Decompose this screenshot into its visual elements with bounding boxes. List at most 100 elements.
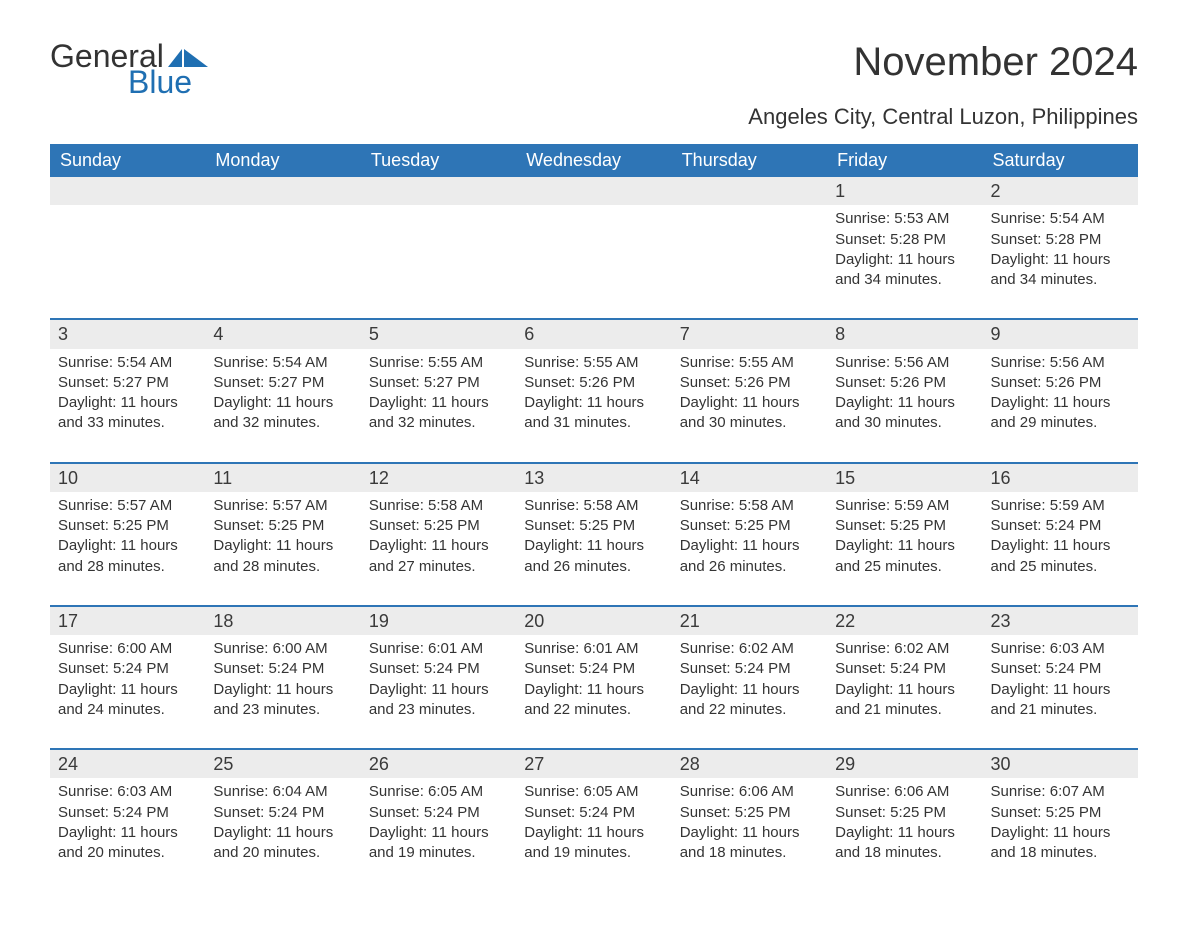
sunrise-text: Sunrise: 5:53 AM xyxy=(835,209,974,229)
calendar-cell: 5Sunrise: 5:55 AMSunset: 5:27 PMDaylight… xyxy=(361,318,516,461)
sunrise-text: Sunrise: 6:00 AM xyxy=(58,639,197,659)
daylight-text: Daylight: 11 hours and 23 minutes. xyxy=(369,680,508,721)
sunrise-text: Sunrise: 6:04 AM xyxy=(213,782,352,802)
day-number: 18 xyxy=(205,607,360,635)
sunrise-text: Sunrise: 6:01 AM xyxy=(524,639,663,659)
sunrise-text: Sunrise: 5:54 AM xyxy=(58,353,197,373)
day-number: 17 xyxy=(50,607,205,635)
day-number: 7 xyxy=(672,320,827,348)
sunset-text: Sunset: 5:24 PM xyxy=(58,659,197,679)
calendar-cell: 13Sunrise: 5:58 AMSunset: 5:25 PMDayligh… xyxy=(516,462,671,605)
daylight-text: Daylight: 11 hours and 19 minutes. xyxy=(369,823,508,864)
day-number: 29 xyxy=(827,750,982,778)
sunrise-text: Sunrise: 6:05 AM xyxy=(369,782,508,802)
daylight-text: Daylight: 11 hours and 26 minutes. xyxy=(680,536,819,577)
empty-day-bar xyxy=(361,177,516,205)
day-header: Monday xyxy=(205,144,360,177)
calendar-table: SundayMondayTuesdayWednesdayThursdayFrid… xyxy=(50,144,1138,891)
calendar-cell xyxy=(516,177,671,318)
daylight-text: Daylight: 11 hours and 30 minutes. xyxy=(835,393,974,434)
calendar-cell: 25Sunrise: 6:04 AMSunset: 5:24 PMDayligh… xyxy=(205,748,360,891)
logo-word-2: Blue xyxy=(128,66,192,98)
sunset-text: Sunset: 5:27 PM xyxy=(58,373,197,393)
sunrise-text: Sunrise: 5:55 AM xyxy=(524,353,663,373)
sunset-text: Sunset: 5:24 PM xyxy=(524,803,663,823)
day-number: 22 xyxy=(827,607,982,635)
calendar-cell: 11Sunrise: 5:57 AMSunset: 5:25 PMDayligh… xyxy=(205,462,360,605)
daylight-text: Daylight: 11 hours and 18 minutes. xyxy=(991,823,1130,864)
daylight-text: Daylight: 11 hours and 18 minutes. xyxy=(835,823,974,864)
day-number: 2 xyxy=(983,177,1138,205)
sunset-text: Sunset: 5:28 PM xyxy=(835,230,974,250)
calendar-cell: 14Sunrise: 5:58 AMSunset: 5:25 PMDayligh… xyxy=(672,462,827,605)
calendar-week-row: 1Sunrise: 5:53 AMSunset: 5:28 PMDaylight… xyxy=(50,177,1138,318)
day-number: 23 xyxy=(983,607,1138,635)
sunset-text: Sunset: 5:25 PM xyxy=(835,516,974,536)
calendar-cell: 15Sunrise: 5:59 AMSunset: 5:25 PMDayligh… xyxy=(827,462,982,605)
sunset-text: Sunset: 5:25 PM xyxy=(680,516,819,536)
sunrise-text: Sunrise: 6:06 AM xyxy=(680,782,819,802)
sunset-text: Sunset: 5:24 PM xyxy=(213,803,352,823)
day-number: 9 xyxy=(983,320,1138,348)
empty-day-bar xyxy=(516,177,671,205)
sunset-text: Sunset: 5:28 PM xyxy=(991,230,1130,250)
daylight-text: Daylight: 11 hours and 24 minutes. xyxy=(58,680,197,721)
calendar-cell: 4Sunrise: 5:54 AMSunset: 5:27 PMDaylight… xyxy=(205,318,360,461)
sunrise-text: Sunrise: 6:02 AM xyxy=(680,639,819,659)
day-number: 14 xyxy=(672,464,827,492)
calendar-body: 1Sunrise: 5:53 AMSunset: 5:28 PMDaylight… xyxy=(50,177,1138,891)
sunrise-text: Sunrise: 5:54 AM xyxy=(213,353,352,373)
day-number: 15 xyxy=(827,464,982,492)
daylight-text: Daylight: 11 hours and 21 minutes. xyxy=(991,680,1130,721)
day-number: 11 xyxy=(205,464,360,492)
empty-day-bar xyxy=(50,177,205,205)
location-subtitle: Angeles City, Central Luzon, Philippines xyxy=(50,104,1138,130)
daylight-text: Daylight: 11 hours and 26 minutes. xyxy=(524,536,663,577)
calendar-cell: 8Sunrise: 5:56 AMSunset: 5:26 PMDaylight… xyxy=(827,318,982,461)
day-number: 13 xyxy=(516,464,671,492)
day-number: 27 xyxy=(516,750,671,778)
sunset-text: Sunset: 5:24 PM xyxy=(991,516,1130,536)
sunset-text: Sunset: 5:24 PM xyxy=(58,803,197,823)
calendar-cell: 28Sunrise: 6:06 AMSunset: 5:25 PMDayligh… xyxy=(672,748,827,891)
calendar-cell: 30Sunrise: 6:07 AMSunset: 5:25 PMDayligh… xyxy=(983,748,1138,891)
calendar-cell: 10Sunrise: 5:57 AMSunset: 5:25 PMDayligh… xyxy=(50,462,205,605)
day-number: 30 xyxy=(983,750,1138,778)
daylight-text: Daylight: 11 hours and 19 minutes. xyxy=(524,823,663,864)
daylight-text: Daylight: 11 hours and 22 minutes. xyxy=(524,680,663,721)
sunrise-text: Sunrise: 5:57 AM xyxy=(213,496,352,516)
calendar-cell: 23Sunrise: 6:03 AMSunset: 5:24 PMDayligh… xyxy=(983,605,1138,748)
sunset-text: Sunset: 5:27 PM xyxy=(213,373,352,393)
sunrise-text: Sunrise: 6:06 AM xyxy=(835,782,974,802)
day-number: 6 xyxy=(516,320,671,348)
calendar-cell: 16Sunrise: 5:59 AMSunset: 5:24 PMDayligh… xyxy=(983,462,1138,605)
daylight-text: Daylight: 11 hours and 21 minutes. xyxy=(835,680,974,721)
day-header: Thursday xyxy=(672,144,827,177)
calendar-cell xyxy=(205,177,360,318)
calendar-cell: 1Sunrise: 5:53 AMSunset: 5:28 PMDaylight… xyxy=(827,177,982,318)
calendar-cell: 19Sunrise: 6:01 AMSunset: 5:24 PMDayligh… xyxy=(361,605,516,748)
sunset-text: Sunset: 5:25 PM xyxy=(58,516,197,536)
calendar-cell: 24Sunrise: 6:03 AMSunset: 5:24 PMDayligh… xyxy=(50,748,205,891)
sunrise-text: Sunrise: 6:00 AM xyxy=(213,639,352,659)
calendar-cell: 29Sunrise: 6:06 AMSunset: 5:25 PMDayligh… xyxy=(827,748,982,891)
sunrise-text: Sunrise: 5:55 AM xyxy=(680,353,819,373)
day-number: 26 xyxy=(361,750,516,778)
sunrise-text: Sunrise: 5:56 AM xyxy=(991,353,1130,373)
calendar-cell: 3Sunrise: 5:54 AMSunset: 5:27 PMDaylight… xyxy=(50,318,205,461)
day-number: 12 xyxy=(361,464,516,492)
daylight-text: Daylight: 11 hours and 31 minutes. xyxy=(524,393,663,434)
day-number: 24 xyxy=(50,750,205,778)
sunset-text: Sunset: 5:25 PM xyxy=(680,803,819,823)
daylight-text: Daylight: 11 hours and 32 minutes. xyxy=(369,393,508,434)
daylight-text: Daylight: 11 hours and 25 minutes. xyxy=(835,536,974,577)
day-number: 3 xyxy=(50,320,205,348)
daylight-text: Daylight: 11 hours and 30 minutes. xyxy=(680,393,819,434)
calendar-cell: 27Sunrise: 6:05 AMSunset: 5:24 PMDayligh… xyxy=(516,748,671,891)
page-title: November 2024 xyxy=(853,40,1138,85)
day-number: 8 xyxy=(827,320,982,348)
calendar-cell xyxy=(672,177,827,318)
daylight-text: Daylight: 11 hours and 23 minutes. xyxy=(213,680,352,721)
sunrise-text: Sunrise: 6:03 AM xyxy=(58,782,197,802)
sunset-text: Sunset: 5:24 PM xyxy=(680,659,819,679)
